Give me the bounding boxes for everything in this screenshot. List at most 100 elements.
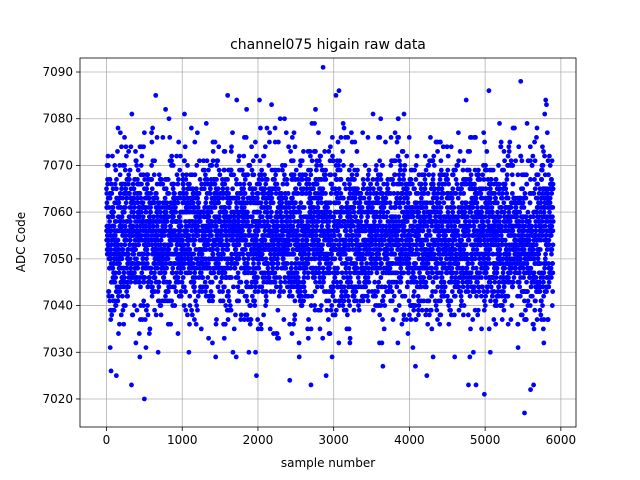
- data-point: [206, 335, 211, 341]
- data-point: [410, 345, 416, 350]
- data-point: [365, 177, 371, 182]
- data-point: [247, 163, 253, 168]
- data-point: [253, 349, 258, 355]
- data-point: [134, 223, 140, 229]
- data-point: [244, 279, 250, 285]
- data-point: [325, 317, 331, 322]
- data-point: [156, 284, 162, 290]
- data-point: [173, 205, 178, 210]
- data-point: [468, 270, 474, 276]
- data-point: [332, 256, 338, 262]
- data-point: [463, 242, 469, 248]
- data-point: [412, 167, 418, 173]
- data-point: [142, 317, 148, 322]
- data-point: [137, 214, 143, 220]
- data-point: [277, 116, 283, 122]
- data-point: [181, 303, 187, 308]
- data-point: [449, 265, 455, 271]
- data-point: [344, 200, 350, 206]
- data-point: [210, 340, 215, 346]
- data-point: [301, 279, 307, 285]
- data-point: [425, 191, 431, 196]
- data-point: [267, 326, 273, 332]
- data-point: [232, 265, 238, 271]
- data-point: [140, 214, 146, 220]
- data-point: [183, 307, 189, 313]
- data-point: [129, 111, 135, 117]
- data-point: [181, 284, 187, 290]
- data-point: [138, 209, 144, 215]
- data-point: [289, 293, 295, 299]
- data-point: [176, 177, 181, 182]
- data-point: [240, 289, 245, 294]
- data-point: [127, 167, 133, 173]
- data-point: [214, 163, 220, 168]
- data-point: [209, 219, 215, 224]
- data-point: [282, 116, 287, 122]
- data-point: [245, 256, 251, 262]
- data-point: [396, 228, 401, 234]
- data-point: [252, 270, 258, 276]
- data-point: [316, 237, 322, 243]
- data-point: [113, 303, 119, 308]
- data-point: [141, 144, 147, 150]
- data-point: [480, 219, 486, 224]
- data-point: [141, 279, 147, 285]
- data-point: [146, 195, 152, 201]
- data-point: [200, 261, 206, 266]
- data-point: [243, 135, 249, 140]
- data-point: [184, 228, 190, 234]
- data-point: [290, 214, 296, 220]
- data-point: [135, 200, 141, 206]
- data-point: [277, 284, 283, 290]
- data-point: [155, 237, 161, 243]
- data-point: [193, 321, 199, 327]
- data-point: [113, 275, 119, 280]
- data-point: [157, 200, 162, 206]
- data-point: [374, 181, 380, 187]
- data-point: [178, 293, 184, 299]
- data-point: [427, 214, 433, 220]
- data-point: [435, 284, 441, 290]
- data-point: [474, 247, 480, 252]
- data-point: [416, 312, 421, 318]
- data-point: [375, 289, 380, 294]
- data-point: [291, 321, 296, 327]
- data-point: [135, 177, 140, 182]
- data-point: [213, 321, 219, 327]
- data-point: [444, 172, 449, 178]
- data-point: [333, 307, 339, 313]
- data-point: [275, 256, 280, 262]
- data-point: [348, 256, 353, 262]
- data-point: [206, 261, 211, 266]
- data-point: [413, 317, 419, 322]
- data-point: [187, 247, 193, 252]
- data-point: [110, 214, 116, 220]
- data-point: [471, 284, 477, 290]
- data-point: [301, 149, 306, 154]
- data-point: [353, 289, 359, 294]
- data-point: [280, 181, 286, 187]
- data-point: [405, 331, 411, 336]
- data-point: [145, 181, 150, 187]
- data-point: [122, 242, 128, 248]
- data-point: [267, 205, 273, 210]
- data-point: [384, 181, 390, 187]
- data-point: [325, 205, 331, 210]
- data-point: [270, 200, 276, 206]
- data-point: [281, 172, 287, 178]
- data-point: [382, 284, 388, 290]
- data-point: [174, 270, 179, 276]
- data-point: [226, 298, 232, 304]
- data-point: [375, 195, 381, 201]
- data-point: [426, 228, 432, 234]
- data-point: [313, 233, 319, 238]
- data-point: [424, 237, 430, 243]
- data-point: [163, 209, 169, 215]
- data-point: [208, 228, 214, 234]
- data-point: [306, 177, 312, 182]
- data-point: [152, 270, 157, 276]
- data-point: [401, 312, 407, 318]
- data-point: [417, 270, 422, 276]
- data-point: [318, 307, 323, 313]
